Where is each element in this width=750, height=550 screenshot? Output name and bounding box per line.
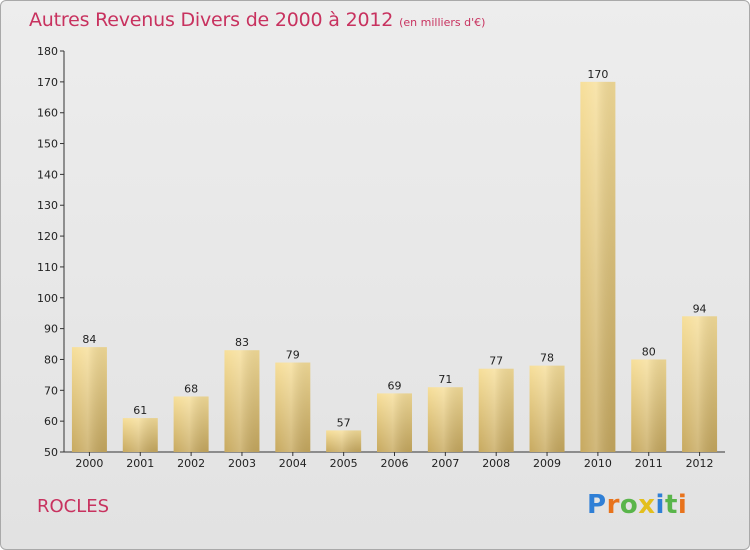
bar-shine xyxy=(71,347,107,452)
bar-shine xyxy=(326,430,362,452)
bar-shine xyxy=(580,81,616,452)
bar-shine xyxy=(275,362,311,452)
x-tick-label: 2003 xyxy=(228,457,256,470)
data-label: 68 xyxy=(184,382,198,395)
data-label: 79 xyxy=(286,349,300,362)
bar-shine xyxy=(224,350,260,452)
data-label: 80 xyxy=(642,345,656,358)
x-tick-label: 2007 xyxy=(431,457,459,470)
bar-shine xyxy=(122,418,158,452)
data-label: 69 xyxy=(388,379,402,392)
x-tick-label: 2009 xyxy=(533,457,561,470)
logo-letter: o xyxy=(619,490,639,520)
data-label: 83 xyxy=(235,336,249,349)
x-tick-label: 2004 xyxy=(279,457,307,470)
data-label: 84 xyxy=(82,333,96,346)
y-tick-label: 100 xyxy=(37,292,58,305)
bar-shine xyxy=(631,359,667,452)
y-tick-label: 70 xyxy=(44,384,58,397)
y-tick-label: 140 xyxy=(37,168,58,181)
x-tick-label: 2010 xyxy=(584,457,612,470)
data-label: 78 xyxy=(540,352,554,365)
data-label: 61 xyxy=(133,404,147,417)
y-tick-label: 110 xyxy=(37,261,58,274)
logo-letter: t xyxy=(664,490,678,520)
x-tick-label: 2001 xyxy=(126,457,154,470)
data-label: 71 xyxy=(438,373,452,386)
x-tick-label: 2005 xyxy=(330,457,358,470)
bar-shine xyxy=(529,365,565,452)
chart-bars xyxy=(71,81,718,452)
x-tick-label: 2006 xyxy=(381,457,409,470)
y-tick-label: 120 xyxy=(37,230,58,243)
x-tick-label: 2012 xyxy=(686,457,714,470)
data-label: 94 xyxy=(693,302,707,315)
bar-shine xyxy=(427,387,463,452)
logo-letter: P xyxy=(587,490,607,520)
y-tick-label: 150 xyxy=(37,138,58,151)
chart-unit: (en milliers d'€) xyxy=(399,16,486,29)
x-tick-label: 2002 xyxy=(177,457,205,470)
y-tick-label: 170 xyxy=(37,76,58,89)
logo-letter: i xyxy=(677,490,688,520)
data-label: 170 xyxy=(587,68,608,81)
place-name: ROCLES xyxy=(37,496,110,517)
x-tick-label: 2008 xyxy=(482,457,510,470)
bar-shine xyxy=(682,316,718,452)
y-tick-label: 180 xyxy=(37,45,58,58)
chart-labels: 2000 84 2001 61 2002 68 2003 83 2004 79 2005 57 2006… xyxy=(75,68,713,470)
proxiti-logo: Proxiti xyxy=(587,490,687,520)
y-tick-label: 50 xyxy=(44,446,58,459)
y-tick-label: 130 xyxy=(37,199,58,212)
y-tick-label: 60 xyxy=(44,415,58,428)
chart-title-block: Autres Revenus Divers de 2000 à 2012 (en … xyxy=(29,9,485,31)
y-tick-label: 160 xyxy=(37,107,58,120)
logo-letter: i xyxy=(655,490,665,520)
x-tick-label: 2011 xyxy=(635,457,663,470)
x-tick-label: 2000 xyxy=(75,457,103,470)
y-tick-label: 90 xyxy=(44,323,58,336)
data-label: 77 xyxy=(489,355,503,368)
bar-shine xyxy=(377,393,412,452)
y-tick-label: 80 xyxy=(44,353,58,366)
logo-letter: r xyxy=(606,490,620,520)
bar-shine xyxy=(173,396,209,452)
data-label: 57 xyxy=(337,416,351,429)
bar-shine xyxy=(478,368,514,452)
chart-title: Autres Revenus Divers de 2000 à 2012 xyxy=(29,9,394,31)
logo-letter: x xyxy=(638,490,656,520)
